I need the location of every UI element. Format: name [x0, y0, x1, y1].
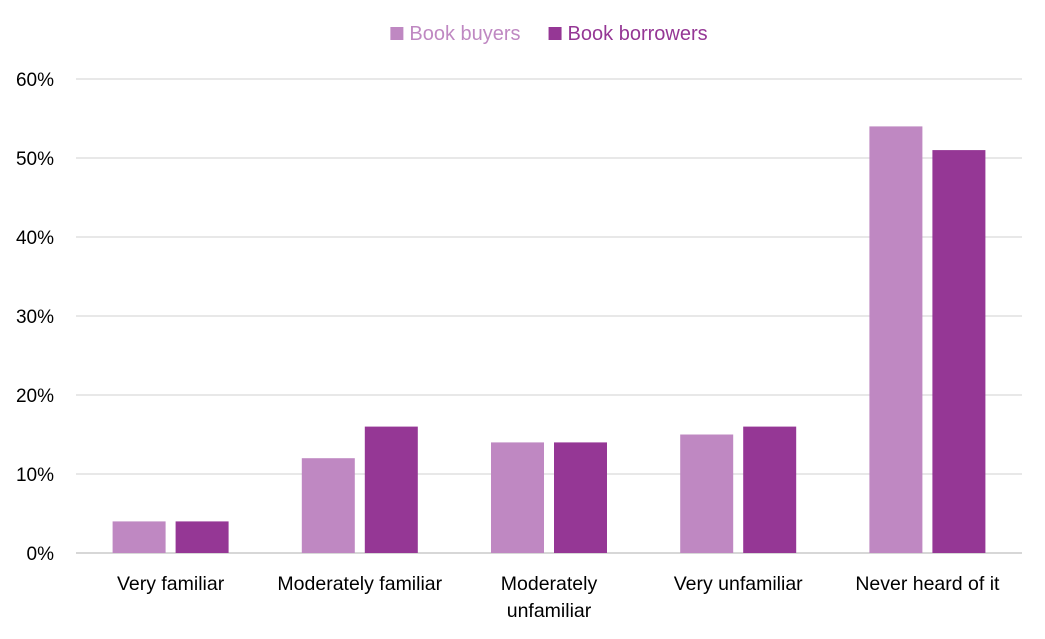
legend-label: Book buyers — [409, 23, 520, 45]
y-tick-label: 30% — [16, 307, 54, 328]
bar-book-buyers — [680, 434, 734, 553]
y-tick-label: 40% — [16, 228, 54, 249]
legend-swatch — [548, 27, 562, 40]
bar-book-borrowers — [743, 426, 797, 553]
bar-book-buyers — [491, 442, 544, 553]
bar-book-buyers — [301, 458, 355, 553]
x-axis: Very familiar Moderately familiar Moderate… — [117, 573, 1000, 622]
bar-book-buyers — [869, 126, 923, 554]
legend: Book buyers Book borrowers — [390, 23, 708, 45]
y-axis: 0% 10% 20% 30% 40% 50% 60% — [16, 70, 54, 565]
x-category-label: Never heard of it — [855, 573, 1000, 595]
bars — [112, 126, 986, 554]
x-category-label: Very unfamiliar — [674, 573, 803, 595]
bar-book-borrowers — [175, 521, 229, 553]
y-tick-label: 50% — [16, 149, 54, 170]
y-tick-label: 20% — [16, 386, 54, 407]
x-category-label: Moderately familiar — [277, 573, 442, 595]
bar-book-borrowers — [554, 442, 607, 553]
bar-book-borrowers — [364, 426, 418, 553]
x-category-label: Moderately unfamiliar — [501, 573, 598, 622]
legend-swatch — [390, 27, 404, 40]
bar-book-borrowers — [932, 150, 986, 553]
legend-item: Book buyers — [390, 23, 521, 45]
legend-item: Book borrowers — [548, 23, 708, 45]
bar-book-buyers — [112, 521, 166, 553]
y-tick-label: 0% — [27, 544, 55, 565]
legend-label: Book borrowers — [568, 23, 708, 45]
y-tick-label: 60% — [16, 70, 54, 91]
y-tick-label: 10% — [16, 465, 54, 486]
x-category-label: Very familiar — [117, 573, 225, 595]
gridlines — [76, 78, 1022, 554]
